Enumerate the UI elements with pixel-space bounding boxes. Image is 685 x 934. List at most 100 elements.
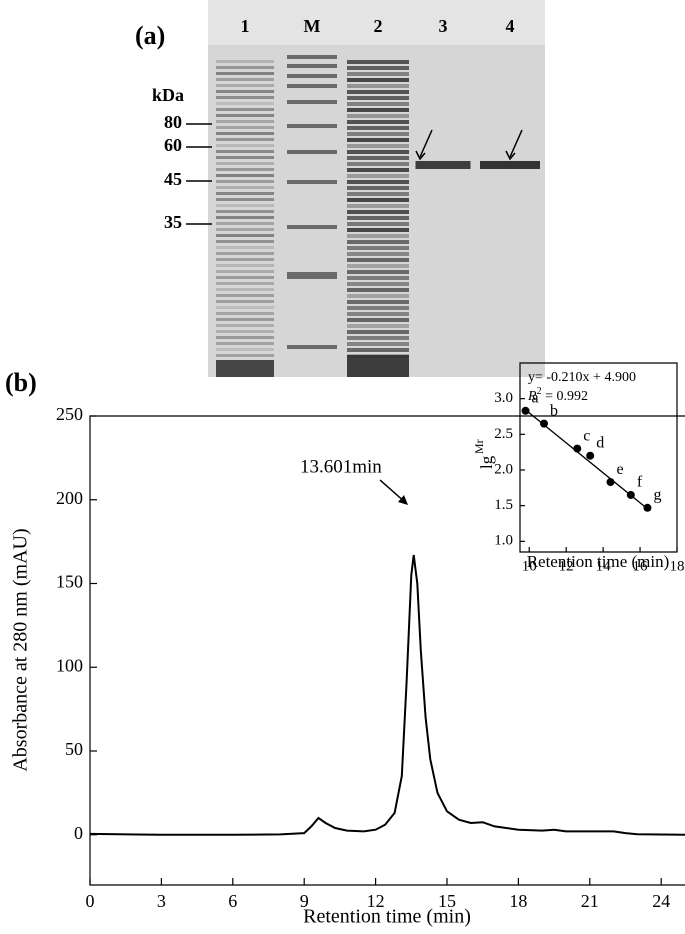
- y-tick-label: 200: [56, 488, 83, 508]
- gel-band: [216, 192, 274, 195]
- unit-label: kDa: [152, 85, 184, 105]
- lane-label: 2: [374, 16, 383, 36]
- x-tick-label: 12: [367, 891, 385, 911]
- gel-band: [216, 156, 274, 159]
- y-tick-label: 0: [74, 823, 83, 843]
- point: [606, 478, 615, 487]
- gel-band: [216, 246, 274, 249]
- point: [586, 451, 595, 460]
- gel-wells: [208, 0, 545, 45]
- point: [573, 444, 582, 453]
- gel-band: [287, 100, 337, 104]
- gel-band: [347, 120, 409, 124]
- point-label: e: [617, 461, 624, 478]
- gel-band: [347, 180, 409, 184]
- gel-band: [347, 78, 409, 82]
- gel-band: [216, 60, 274, 63]
- x-tick-label: 21: [581, 891, 599, 911]
- gel-band: [216, 90, 274, 93]
- marker-label: 35: [164, 212, 182, 232]
- inset-y-label-base: lg: [477, 455, 496, 469]
- gel-band: [347, 228, 409, 232]
- fit-equation: y= -0.210x + 4.900: [528, 370, 636, 385]
- x-tick-label: 15: [438, 891, 456, 911]
- gel-band: [287, 64, 337, 68]
- marker-label: 60: [164, 135, 182, 155]
- point-label: g: [653, 486, 661, 503]
- x-tick-label: 0: [86, 891, 95, 911]
- gel-band: [216, 234, 274, 237]
- x-tick-label: 12: [559, 558, 574, 574]
- lane-label: 4: [506, 16, 515, 36]
- gel-band: [216, 342, 274, 345]
- gel-image: [208, 0, 545, 377]
- point: [643, 503, 652, 512]
- panel-label: (b): [5, 368, 37, 397]
- gel-band: [216, 330, 274, 333]
- gel-band: [216, 348, 274, 351]
- gel-band: [216, 174, 274, 177]
- gel-band: [216, 300, 274, 303]
- y-tick-label: 100: [56, 655, 83, 675]
- gel-band: [347, 90, 409, 94]
- gel-band: [347, 294, 409, 298]
- gel-band: [347, 216, 409, 220]
- y-tick-label: 3.0: [494, 390, 513, 406]
- gel-band: [216, 78, 274, 81]
- y-tick-label: 2.0: [494, 461, 513, 477]
- gel-band: [347, 258, 409, 262]
- gel-band: [347, 204, 409, 208]
- point-label: b: [550, 402, 558, 419]
- gel-band: [347, 60, 409, 64]
- gel-band: [287, 74, 337, 78]
- point: [521, 406, 530, 415]
- gel-band: [216, 354, 274, 357]
- gel-band: [347, 324, 409, 328]
- gel-band: [216, 180, 274, 183]
- gel-band: [347, 96, 409, 100]
- point-label: c: [583, 427, 590, 444]
- gel-band: [287, 84, 337, 88]
- y-tick-label: 250: [56, 404, 83, 424]
- lane-label: 3: [439, 16, 448, 36]
- gel-band: [347, 264, 409, 268]
- gel-band: [216, 150, 274, 153]
- y-tick-label: 1.0: [494, 533, 513, 549]
- x-tick-label: 14: [596, 558, 612, 574]
- annotation-arrow-head: [398, 495, 408, 505]
- lane-label: M: [304, 16, 321, 36]
- gel-band: [347, 318, 409, 322]
- x-tick-label: 16: [633, 558, 649, 574]
- x-tick-label: 9: [300, 891, 309, 911]
- gel-band: [347, 138, 409, 142]
- gel-band: [347, 186, 409, 190]
- gel-band: [347, 234, 409, 238]
- gel-band: [216, 210, 274, 213]
- gel-band: [216, 102, 274, 105]
- y-tick-label: 150: [56, 572, 83, 592]
- gel-band: [347, 276, 409, 280]
- point: [626, 490, 635, 499]
- gel-band: [216, 66, 274, 69]
- gel-band: [287, 55, 337, 59]
- inset-y-axis-label: lg Mr: [472, 439, 496, 469]
- gel-band: [347, 330, 409, 334]
- point-label: d: [596, 434, 604, 451]
- gel-band: [216, 204, 274, 207]
- gel-band: [216, 240, 274, 243]
- gel-band: [216, 138, 274, 141]
- gel-band: [216, 336, 274, 339]
- gel-band: [216, 312, 274, 315]
- gel-band: [347, 108, 409, 112]
- gel-band: [216, 252, 274, 255]
- point-label: a: [532, 389, 539, 406]
- gel-band: [347, 162, 409, 166]
- r2-sup: 2: [537, 386, 542, 397]
- gel-band: [216, 282, 274, 285]
- gel-band: [287, 225, 337, 229]
- gel-band: [347, 270, 409, 274]
- lane-label: 1: [241, 16, 250, 36]
- annotation: 13.601min: [300, 456, 382, 477]
- marker-label: 45: [164, 169, 182, 189]
- gel-band: [347, 282, 409, 286]
